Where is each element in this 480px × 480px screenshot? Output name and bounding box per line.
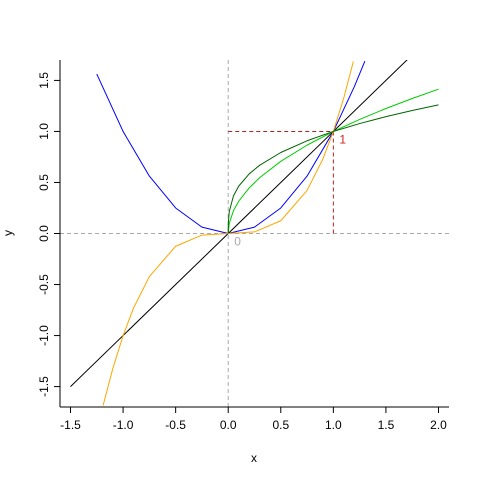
y-tick-label: 0.5 bbox=[37, 174, 51, 191]
series-line-1 bbox=[96, 60, 366, 234]
y-tick-label: -1.0 bbox=[37, 325, 51, 346]
annotation-label-0: 0 bbox=[234, 235, 241, 249]
x-tick-label: 0.0 bbox=[220, 418, 237, 432]
y-tick-label: 1.0 bbox=[37, 123, 51, 140]
y-tick-label: -1.5 bbox=[37, 376, 51, 397]
x-axis-title: x bbox=[251, 451, 257, 465]
reference-lines bbox=[60, 60, 449, 407]
x-tick-label: -1.5 bbox=[60, 418, 81, 432]
x-tick-label: 0.5 bbox=[272, 418, 289, 432]
x-tick-label: -0.5 bbox=[165, 418, 186, 432]
series-layer bbox=[70, 60, 439, 406]
series-line-0 bbox=[70, 60, 408, 387]
series-line-4 bbox=[227, 104, 439, 234]
x-tick-label: 1.0 bbox=[325, 418, 342, 432]
y-tick-label: 1.5 bbox=[37, 72, 51, 89]
y-axis-title: y bbox=[1, 230, 15, 236]
annotation-layer: 01 bbox=[234, 132, 346, 248]
y-tick-label: 0.0 bbox=[37, 225, 51, 242]
series-line-3 bbox=[227, 88, 439, 234]
annotation-label-1: 1 bbox=[339, 132, 346, 146]
axes: -1.5 -1.0 -0.5 0.0 0.5 1.0 1.5 2.0 -1.5 -1.0 -0.5 0… bbox=[37, 60, 449, 432]
x-tick-label: 1.5 bbox=[378, 418, 395, 432]
y-tick-label: -0.5 bbox=[37, 274, 51, 295]
x-tick-label: 2.0 bbox=[430, 418, 447, 432]
x-tick-label: -1.0 bbox=[113, 418, 134, 432]
